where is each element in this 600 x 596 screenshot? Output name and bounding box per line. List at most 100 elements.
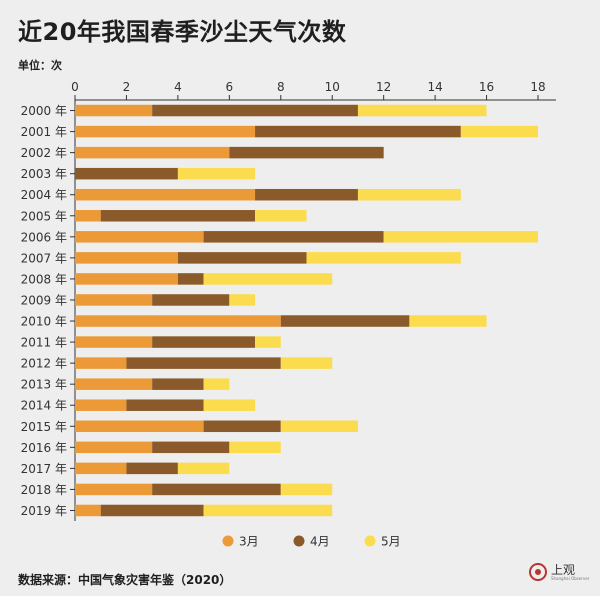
bar-segment bbox=[152, 104, 358, 117]
bar-segment bbox=[229, 441, 281, 454]
bar-segment bbox=[203, 231, 384, 243]
bar-segment bbox=[75, 252, 178, 264]
bar-segment bbox=[126, 399, 204, 411]
bar-segment bbox=[75, 294, 153, 306]
bar-segment bbox=[152, 483, 281, 496]
x-tick-label: 2 bbox=[123, 80, 131, 94]
bar-segment bbox=[75, 104, 153, 117]
x-tick-label: 0 bbox=[71, 80, 79, 94]
bar-segment bbox=[152, 336, 256, 348]
bar-segment bbox=[75, 125, 256, 138]
bar-segment bbox=[280, 315, 410, 327]
x-tick-label: 18 bbox=[530, 80, 545, 94]
bar-segment bbox=[75, 399, 127, 411]
y-tick-label: 2004 年 bbox=[21, 188, 67, 202]
y-tick-label: 2012 年 bbox=[21, 357, 67, 371]
bar-segment bbox=[280, 483, 333, 496]
bar-segment bbox=[75, 504, 101, 517]
bar-segment bbox=[177, 462, 230, 475]
y-tick-label: 2019 年 bbox=[21, 504, 67, 518]
chart-title: 近20年我国春季沙尘天气次数 bbox=[18, 18, 347, 46]
bar-segment bbox=[357, 188, 461, 201]
bar-segment bbox=[203, 273, 333, 285]
bar-segment bbox=[75, 210, 101, 222]
bar-segment bbox=[280, 357, 333, 369]
y-tick-label: 2006 年 bbox=[21, 230, 67, 244]
y-tick-label: 2001 年 bbox=[21, 125, 67, 139]
y-tick-label: 2017 年 bbox=[21, 462, 67, 476]
legend-label: 5月 bbox=[381, 535, 401, 549]
bar-segment bbox=[280, 420, 358, 433]
bar-segment bbox=[75, 357, 127, 369]
y-tick-label: 2010 年 bbox=[21, 315, 67, 329]
y-tick-label: 2018 年 bbox=[21, 483, 67, 497]
x-tick-label: 12 bbox=[376, 80, 391, 94]
y-tick-label: 2008 年 bbox=[21, 272, 67, 286]
y-tick-label: 2003 年 bbox=[21, 167, 67, 181]
bar-segment bbox=[203, 420, 281, 433]
x-tick-label: 8 bbox=[277, 80, 285, 94]
bar-segment bbox=[75, 315, 281, 327]
y-tick-label: 2007 年 bbox=[21, 251, 67, 265]
bar-segment bbox=[75, 188, 256, 201]
bar-segment bbox=[357, 104, 487, 117]
bar-segment bbox=[306, 252, 461, 264]
chart-axes: 0 2 4 6 8 10 12 14 16 18 2000 年 2001 年 2002 年 2003 年 2… bbox=[21, 80, 556, 521]
logo-subtitle: Shanghai Observer bbox=[551, 576, 590, 581]
bar-segment bbox=[383, 231, 538, 243]
bar-segment bbox=[100, 210, 256, 222]
bar-segment bbox=[75, 273, 178, 285]
x-tick-label: 4 bbox=[174, 80, 182, 94]
bar-segment bbox=[255, 125, 461, 138]
x-tick-label: 14 bbox=[427, 80, 442, 94]
stacked-bar-chart: 0 2 4 6 8 10 12 14 16 18 2000 年 2001 年 2002 年 2003 年 2… bbox=[21, 80, 556, 549]
y-tick-label: 2014 年 bbox=[21, 399, 67, 413]
bar-segment bbox=[75, 146, 230, 159]
logo-circle-icon bbox=[529, 563, 547, 581]
bar-segment bbox=[152, 294, 230, 306]
bar-segment bbox=[177, 273, 204, 285]
legend-swatch bbox=[222, 535, 234, 547]
bar-segment bbox=[126, 357, 281, 369]
publisher-logo: 上观 Shanghai Observer bbox=[529, 561, 589, 585]
bar-segment bbox=[100, 504, 204, 517]
bar-segment bbox=[152, 441, 230, 454]
logo-name: 上观 bbox=[551, 563, 576, 577]
bar-segment bbox=[75, 420, 204, 433]
bar-segment bbox=[203, 504, 333, 517]
bar-segment bbox=[75, 231, 204, 243]
y-tick-label: 2009 年 bbox=[21, 293, 67, 307]
bar-segment bbox=[75, 483, 153, 496]
y-tick-label: 2016 年 bbox=[21, 441, 67, 455]
bar-segment bbox=[255, 188, 358, 201]
bar-segment bbox=[203, 399, 256, 411]
bar-segment bbox=[255, 210, 307, 222]
bar-segment bbox=[75, 441, 153, 454]
bar-segment bbox=[255, 336, 281, 348]
y-tick-label: 2005 年 bbox=[21, 209, 67, 223]
x-tick-label: 6 bbox=[226, 80, 234, 94]
legend-swatch bbox=[293, 535, 305, 547]
logo-dot bbox=[535, 569, 541, 575]
legend-swatch bbox=[364, 535, 376, 547]
bar-segment bbox=[75, 167, 178, 180]
unit-label: 单位：次 bbox=[18, 59, 62, 72]
bar-segment bbox=[229, 294, 256, 306]
x-tick-label: 16 bbox=[479, 80, 494, 94]
bar-segment bbox=[460, 125, 538, 138]
y-tick-label: 2002 年 bbox=[21, 146, 67, 160]
y-tick-label: 2000 年 bbox=[21, 104, 67, 118]
bar-segment bbox=[75, 462, 127, 475]
bar-segment bbox=[177, 167, 256, 180]
data-source-note: 数据来源：中国气象灾害年鉴（2020） bbox=[18, 573, 232, 587]
chart-bars bbox=[75, 104, 538, 517]
bar-segment bbox=[177, 252, 307, 264]
y-tick-label: 2011 年 bbox=[21, 336, 67, 350]
y-tick-label: 2013 年 bbox=[21, 378, 67, 392]
bar-segment bbox=[152, 378, 204, 390]
bar-segment bbox=[126, 462, 178, 475]
bar-segment bbox=[409, 315, 487, 327]
chart-legend: 3月 4月 5月 bbox=[222, 535, 401, 549]
y-tick-label: 2015 年 bbox=[21, 420, 67, 434]
legend-label: 4月 bbox=[310, 535, 330, 549]
